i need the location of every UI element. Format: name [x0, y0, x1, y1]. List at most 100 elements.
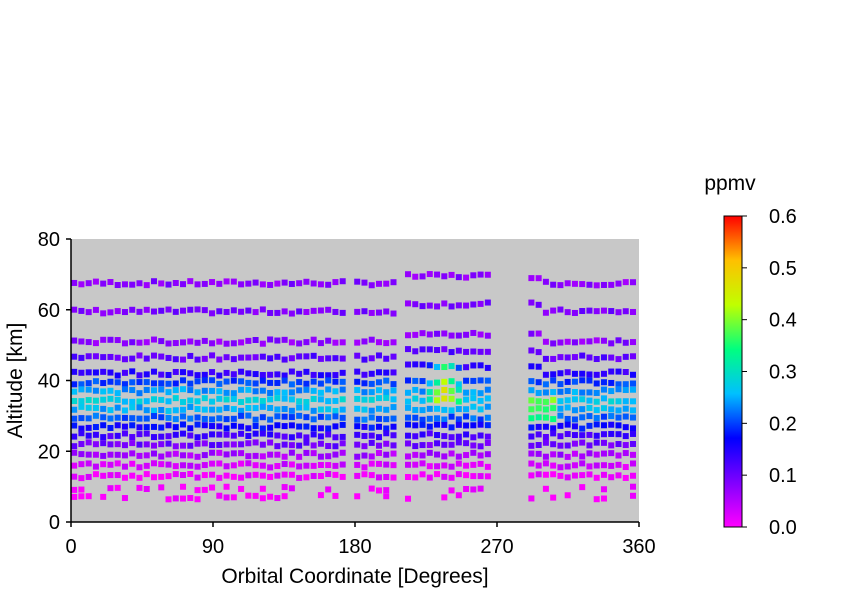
data-point [354, 493, 361, 500]
data-point [303, 368, 310, 375]
data-point [310, 352, 317, 359]
data-point [405, 361, 412, 368]
data-point [245, 472, 252, 479]
data-point [114, 354, 121, 361]
data-point [441, 494, 448, 501]
data-point [564, 309, 571, 316]
data-point [107, 415, 114, 422]
data-point [317, 340, 324, 347]
data-point [303, 278, 310, 285]
data-point [230, 422, 237, 429]
data-point [281, 336, 288, 343]
data-point [470, 389, 477, 396]
data-point [564, 280, 571, 287]
data-point [383, 340, 390, 347]
data-point [426, 449, 433, 456]
data-point [129, 450, 136, 457]
data-point [165, 340, 172, 347]
data-point [238, 412, 245, 419]
data-point [150, 442, 157, 449]
data-point [187, 387, 194, 394]
data-point [339, 406, 346, 413]
data-point [209, 416, 216, 423]
data-point [223, 431, 230, 438]
data-point [470, 348, 477, 355]
data-point [535, 349, 542, 356]
data-point [332, 388, 339, 395]
data-point [412, 395, 419, 402]
data-point [114, 451, 121, 458]
data-point [274, 353, 281, 360]
data-point [608, 368, 615, 375]
data-point [143, 486, 150, 493]
data-point [571, 440, 578, 447]
data-point [332, 434, 339, 441]
data-point [296, 412, 303, 419]
data-point [339, 309, 346, 316]
data-point [405, 271, 412, 278]
data-point [223, 441, 230, 448]
data-point [223, 340, 230, 347]
data-point [209, 310, 216, 317]
data-point [434, 463, 441, 470]
data-point [325, 414, 332, 421]
data-point [354, 387, 361, 394]
data-point [238, 407, 245, 414]
data-point [550, 462, 557, 469]
data-point [368, 309, 375, 316]
data-point [339, 378, 346, 385]
data-point [194, 453, 201, 460]
x-axis-label: Orbital Coordinate [Degrees] [221, 565, 488, 588]
data-point [557, 354, 564, 361]
data-point [564, 397, 571, 404]
data-point [455, 364, 462, 371]
data-point [201, 387, 208, 394]
data-point [303, 339, 310, 346]
data-point [622, 464, 629, 471]
data-point [252, 388, 259, 395]
data-point [274, 422, 281, 429]
data-point [383, 308, 390, 315]
data-point [586, 431, 593, 438]
data-point [441, 462, 448, 469]
data-point [630, 407, 637, 414]
data-point [564, 453, 571, 460]
data-point [325, 406, 332, 413]
data-point [412, 474, 419, 481]
data-point [78, 451, 85, 458]
data-point [150, 336, 157, 343]
data-point [339, 396, 346, 403]
data-point [296, 404, 303, 411]
data-point [463, 274, 470, 281]
data-point [107, 485, 114, 492]
data-point [245, 460, 252, 467]
data-point [238, 354, 245, 361]
data-point [535, 405, 542, 412]
data-point [412, 443, 419, 450]
data-point [434, 364, 441, 371]
data-point [426, 423, 433, 430]
data-point [535, 398, 542, 405]
data-point [114, 372, 121, 379]
data-point [245, 280, 252, 287]
data-point [463, 331, 470, 338]
data-point [448, 349, 455, 356]
data-point [419, 388, 426, 395]
data-point [201, 307, 208, 314]
data-point [92, 340, 99, 347]
data-point [317, 472, 324, 479]
data-point [92, 378, 99, 385]
data-point [209, 406, 216, 413]
data-point [630, 279, 637, 286]
data-point [441, 378, 448, 385]
data-point [245, 453, 252, 460]
data-point [332, 492, 339, 499]
data-point [463, 440, 470, 447]
data-point [571, 450, 578, 457]
data-point [288, 414, 295, 421]
data-point [542, 433, 549, 440]
data-point [325, 453, 332, 460]
data-point [405, 495, 412, 502]
data-point [172, 424, 179, 431]
data-point [339, 449, 346, 456]
